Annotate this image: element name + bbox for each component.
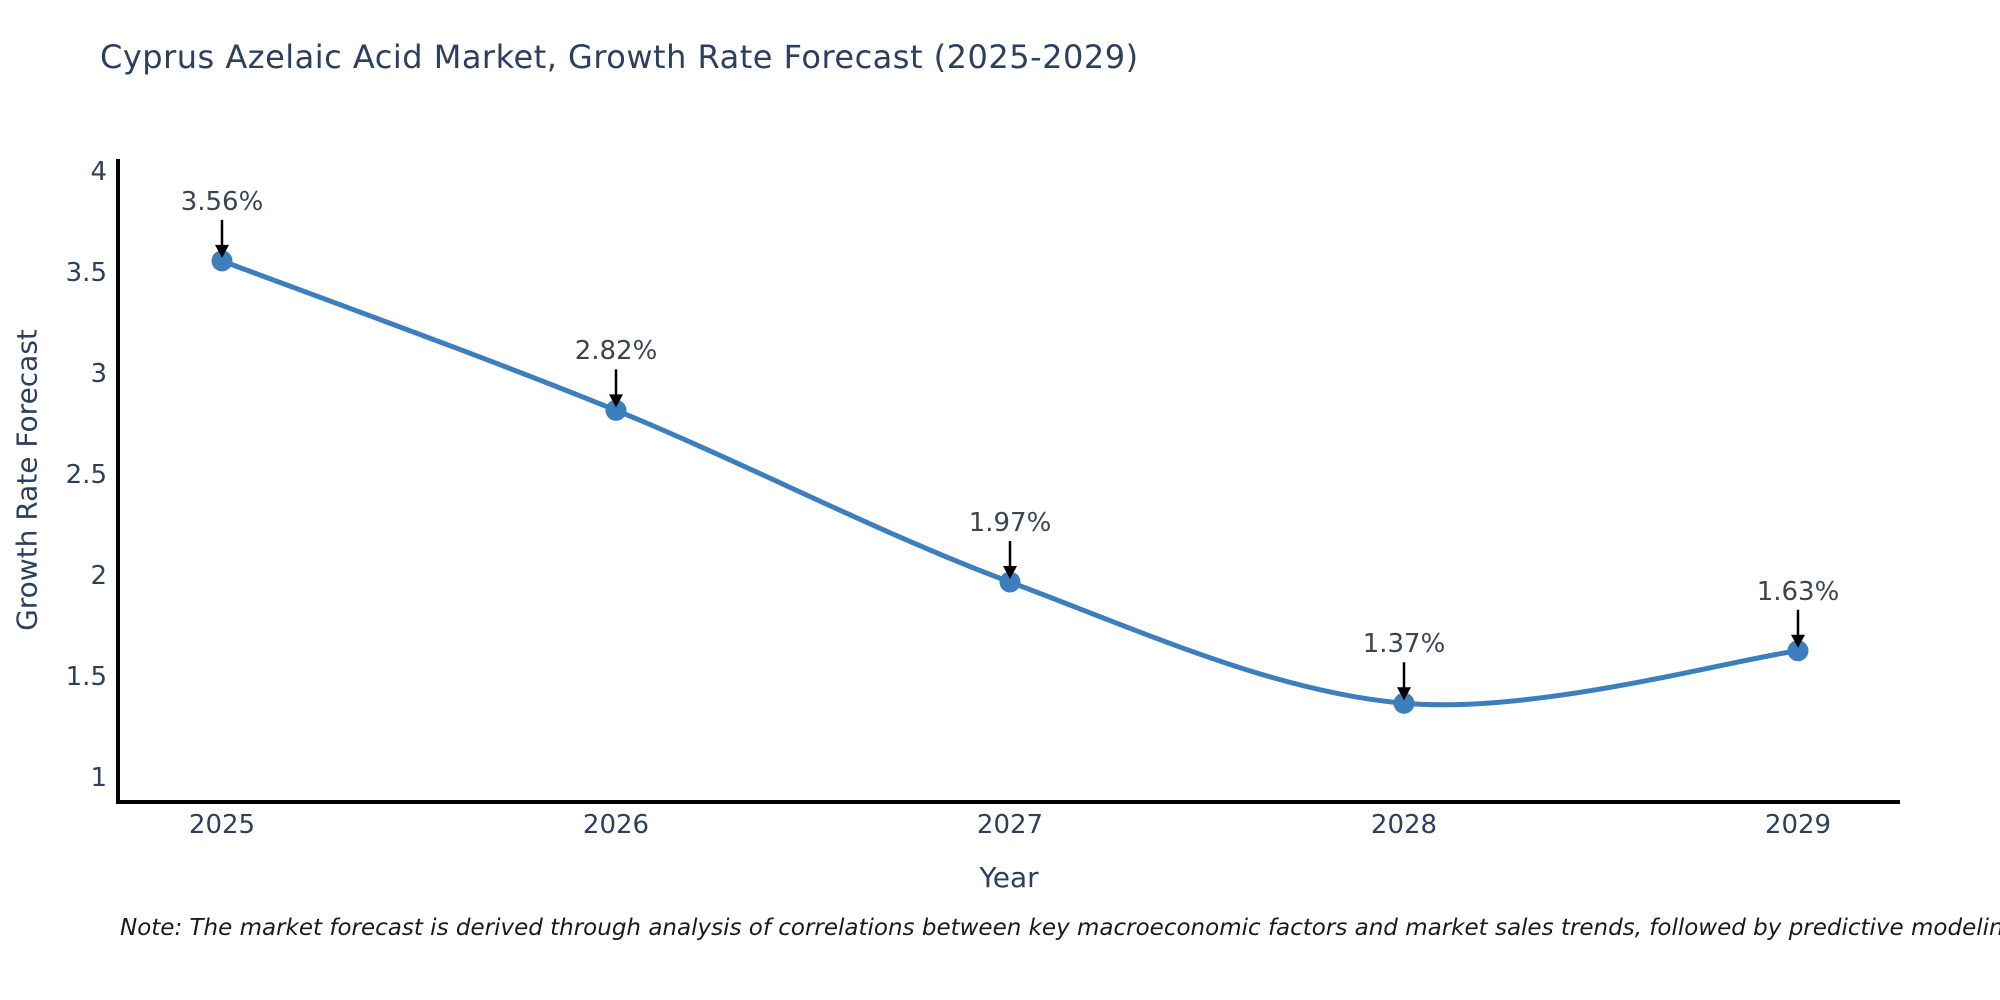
data-point-marker — [605, 399, 627, 421]
point-annotation: 1.37% — [1362, 629, 1446, 660]
x-tick-label: 2028 — [1370, 810, 1438, 840]
point-annotation: 1.63% — [1756, 576, 1840, 607]
forecast-line — [221, 258, 1799, 708]
y-tick-label: 3 — [90, 359, 107, 389]
data-point-marker — [1393, 692, 1415, 714]
annotation-arrowhead — [215, 244, 229, 258]
y-tick-label: 4 — [90, 157, 107, 187]
x-tick-label: 2025 — [188, 810, 256, 840]
x-tick-label: 2029 — [1764, 810, 1832, 840]
x-axis-title: Year — [979, 861, 1039, 894]
chart-title: Cyprus Azelaic Acid Market, Growth Rate … — [100, 38, 1139, 76]
annotation-arrowhead — [1397, 687, 1411, 701]
x-tick-label: 2026 — [582, 810, 650, 840]
footnote: Note: The market forecast is derived thr… — [120, 915, 2000, 941]
point-annotation: 3.56% — [180, 186, 264, 217]
x-tick-label: 2027 — [976, 810, 1044, 840]
data-point-marker — [999, 571, 1021, 593]
data-point-marker — [1787, 640, 1809, 662]
annotation-arrowhead — [609, 394, 623, 408]
y-tick-label: 1 — [90, 763, 107, 793]
y-tick-label: 2.5 — [65, 460, 107, 490]
y-tick-label: 2 — [90, 561, 107, 591]
data-point-marker — [211, 250, 233, 272]
point-annotation: 2.82% — [574, 336, 658, 367]
point-annotation: 1.97% — [968, 508, 1052, 539]
y-tick-label: 3.5 — [65, 258, 107, 288]
annotation-arrowhead — [1003, 566, 1017, 580]
y-tick-label: 1.5 — [65, 662, 107, 692]
annotation-arrowhead — [1791, 634, 1805, 648]
